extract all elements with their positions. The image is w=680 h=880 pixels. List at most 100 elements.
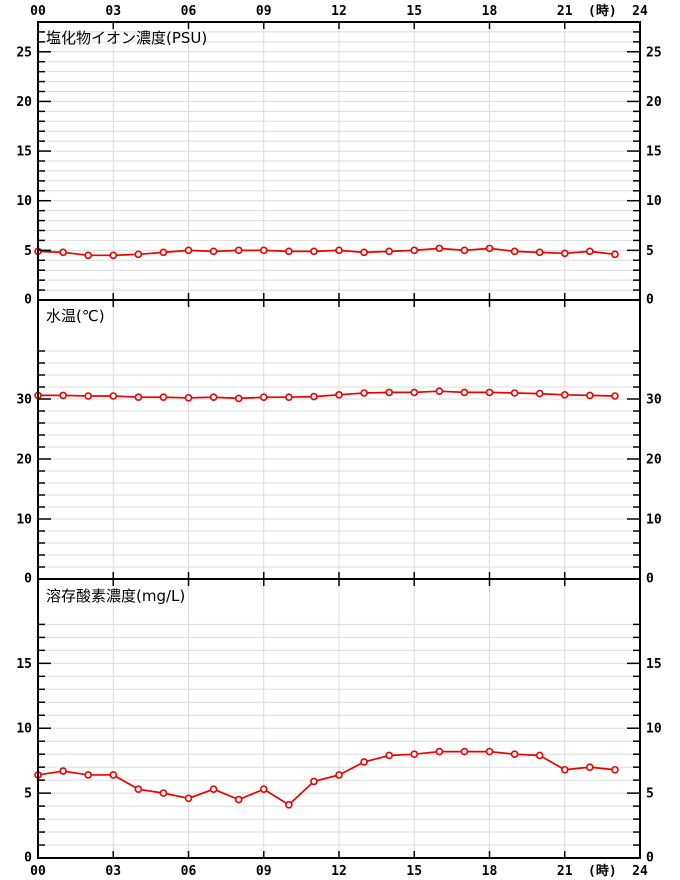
y-axis-label-left: 0	[24, 572, 32, 587]
y-axis-label-left: 25	[16, 45, 32, 60]
data-point	[560, 390, 569, 399]
y-axis-label-right: 15	[646, 145, 662, 160]
data-point	[159, 789, 168, 797]
data-point	[460, 747, 469, 756]
y-axis-label-left: 10	[16, 513, 32, 528]
data-point	[335, 246, 343, 255]
x-axis-label-bottom: 06	[181, 864, 197, 879]
x-axis-label-bottom: 15	[406, 864, 422, 879]
y-axis-label-left: 0	[24, 851, 32, 866]
data-point	[360, 248, 368, 257]
data-point	[285, 393, 293, 402]
data-point	[586, 391, 594, 400]
y-axis-label-left: 0	[24, 293, 32, 308]
x-axis-label-top: 18	[482, 4, 498, 19]
data-point	[410, 388, 419, 397]
y-axis-label-left: 15	[16, 657, 32, 672]
data-point	[209, 247, 218, 256]
data-point	[460, 388, 469, 397]
data-point	[410, 750, 419, 758]
data-point	[611, 765, 619, 774]
data-point	[109, 771, 118, 779]
x-axis-label-bottom: 21	[557, 864, 573, 879]
x-axis-label-bottom: 24	[632, 864, 648, 879]
data-point	[134, 250, 143, 259]
series-layer	[34, 244, 619, 809]
data-point	[209, 785, 218, 794]
data-point	[611, 250, 619, 259]
data-point	[184, 246, 193, 255]
data-point	[84, 392, 92, 400]
data-point	[611, 392, 619, 400]
data-point	[234, 795, 243, 804]
x-axis-label-top: 09	[256, 4, 272, 19]
x-axis-unit-bottom: (時)	[588, 863, 617, 879]
data-point	[84, 771, 92, 779]
data-point	[184, 794, 193, 803]
x-axis-label-bottom: 00	[30, 864, 46, 879]
panel-title-water-temp: 水温(℃)	[46, 307, 105, 325]
data-point	[360, 389, 368, 397]
x-axis-label-bottom: 09	[256, 864, 272, 879]
data-point	[586, 763, 594, 771]
data-point	[259, 393, 268, 402]
panel-title-dissolved-oxygen: 溶存酸素濃度(mg/L)	[46, 587, 185, 605]
data-point	[385, 388, 393, 397]
data-point	[234, 394, 243, 403]
y-axis-label-left: 10	[16, 722, 32, 737]
axes-layer	[37, 21, 641, 859]
data-point	[84, 251, 92, 260]
data-point	[535, 751, 544, 760]
data-point	[510, 750, 519, 758]
y-axis-label-left: 15	[16, 145, 32, 160]
y-axis-label-right: 0	[646, 572, 654, 587]
data-point	[460, 246, 469, 255]
y-axis-label-right: 5	[646, 787, 654, 802]
data-point	[134, 785, 143, 794]
data-point	[59, 391, 67, 400]
data-point	[285, 247, 293, 256]
data-point	[59, 248, 67, 257]
data-point	[259, 785, 268, 794]
data-point	[410, 246, 419, 255]
y-axis-label-left: 10	[16, 194, 32, 209]
data-point	[586, 247, 594, 256]
y-axis-label-right: 25	[646, 45, 662, 60]
data-point	[234, 246, 243, 255]
x-axis-label-top: 21	[557, 4, 573, 19]
x-axis-label-bottom: 12	[331, 864, 347, 879]
data-point	[560, 765, 569, 774]
x-axis-unit-top: (時)	[588, 3, 617, 19]
data-point	[510, 247, 519, 256]
y-axis-label-right: 5	[646, 244, 654, 259]
data-line-水温	[38, 390, 615, 400]
data-line-塩化物イオン濃度	[37, 247, 616, 257]
data-point	[435, 387, 444, 396]
plot-border	[37, 21, 641, 859]
data-point	[109, 251, 118, 260]
x-axis-label-bottom: 03	[105, 864, 121, 879]
data-point	[184, 393, 193, 402]
data-point	[485, 747, 494, 756]
y-axis-label-right: 30	[646, 393, 662, 408]
data-point	[159, 393, 168, 402]
data-point	[485, 388, 494, 397]
data-point	[535, 389, 544, 398]
x-axis-label-top: 03	[105, 4, 121, 19]
y-axis-label-right: 0	[646, 293, 654, 308]
data-point	[535, 248, 544, 257]
x-axis-label-top: 24	[632, 4, 648, 19]
data-point	[360, 758, 368, 766]
y-axis-label-left: 20	[16, 453, 32, 468]
y-axis-label-right: 20	[646, 453, 662, 468]
data-point	[335, 390, 343, 399]
data-point	[510, 389, 519, 397]
y-axis-label-left: 5	[24, 787, 32, 802]
y-axis-label-right: 10	[646, 513, 662, 528]
data-point	[134, 393, 143, 402]
y-axis-label-left: 5	[24, 244, 32, 259]
data-point	[385, 751, 393, 760]
